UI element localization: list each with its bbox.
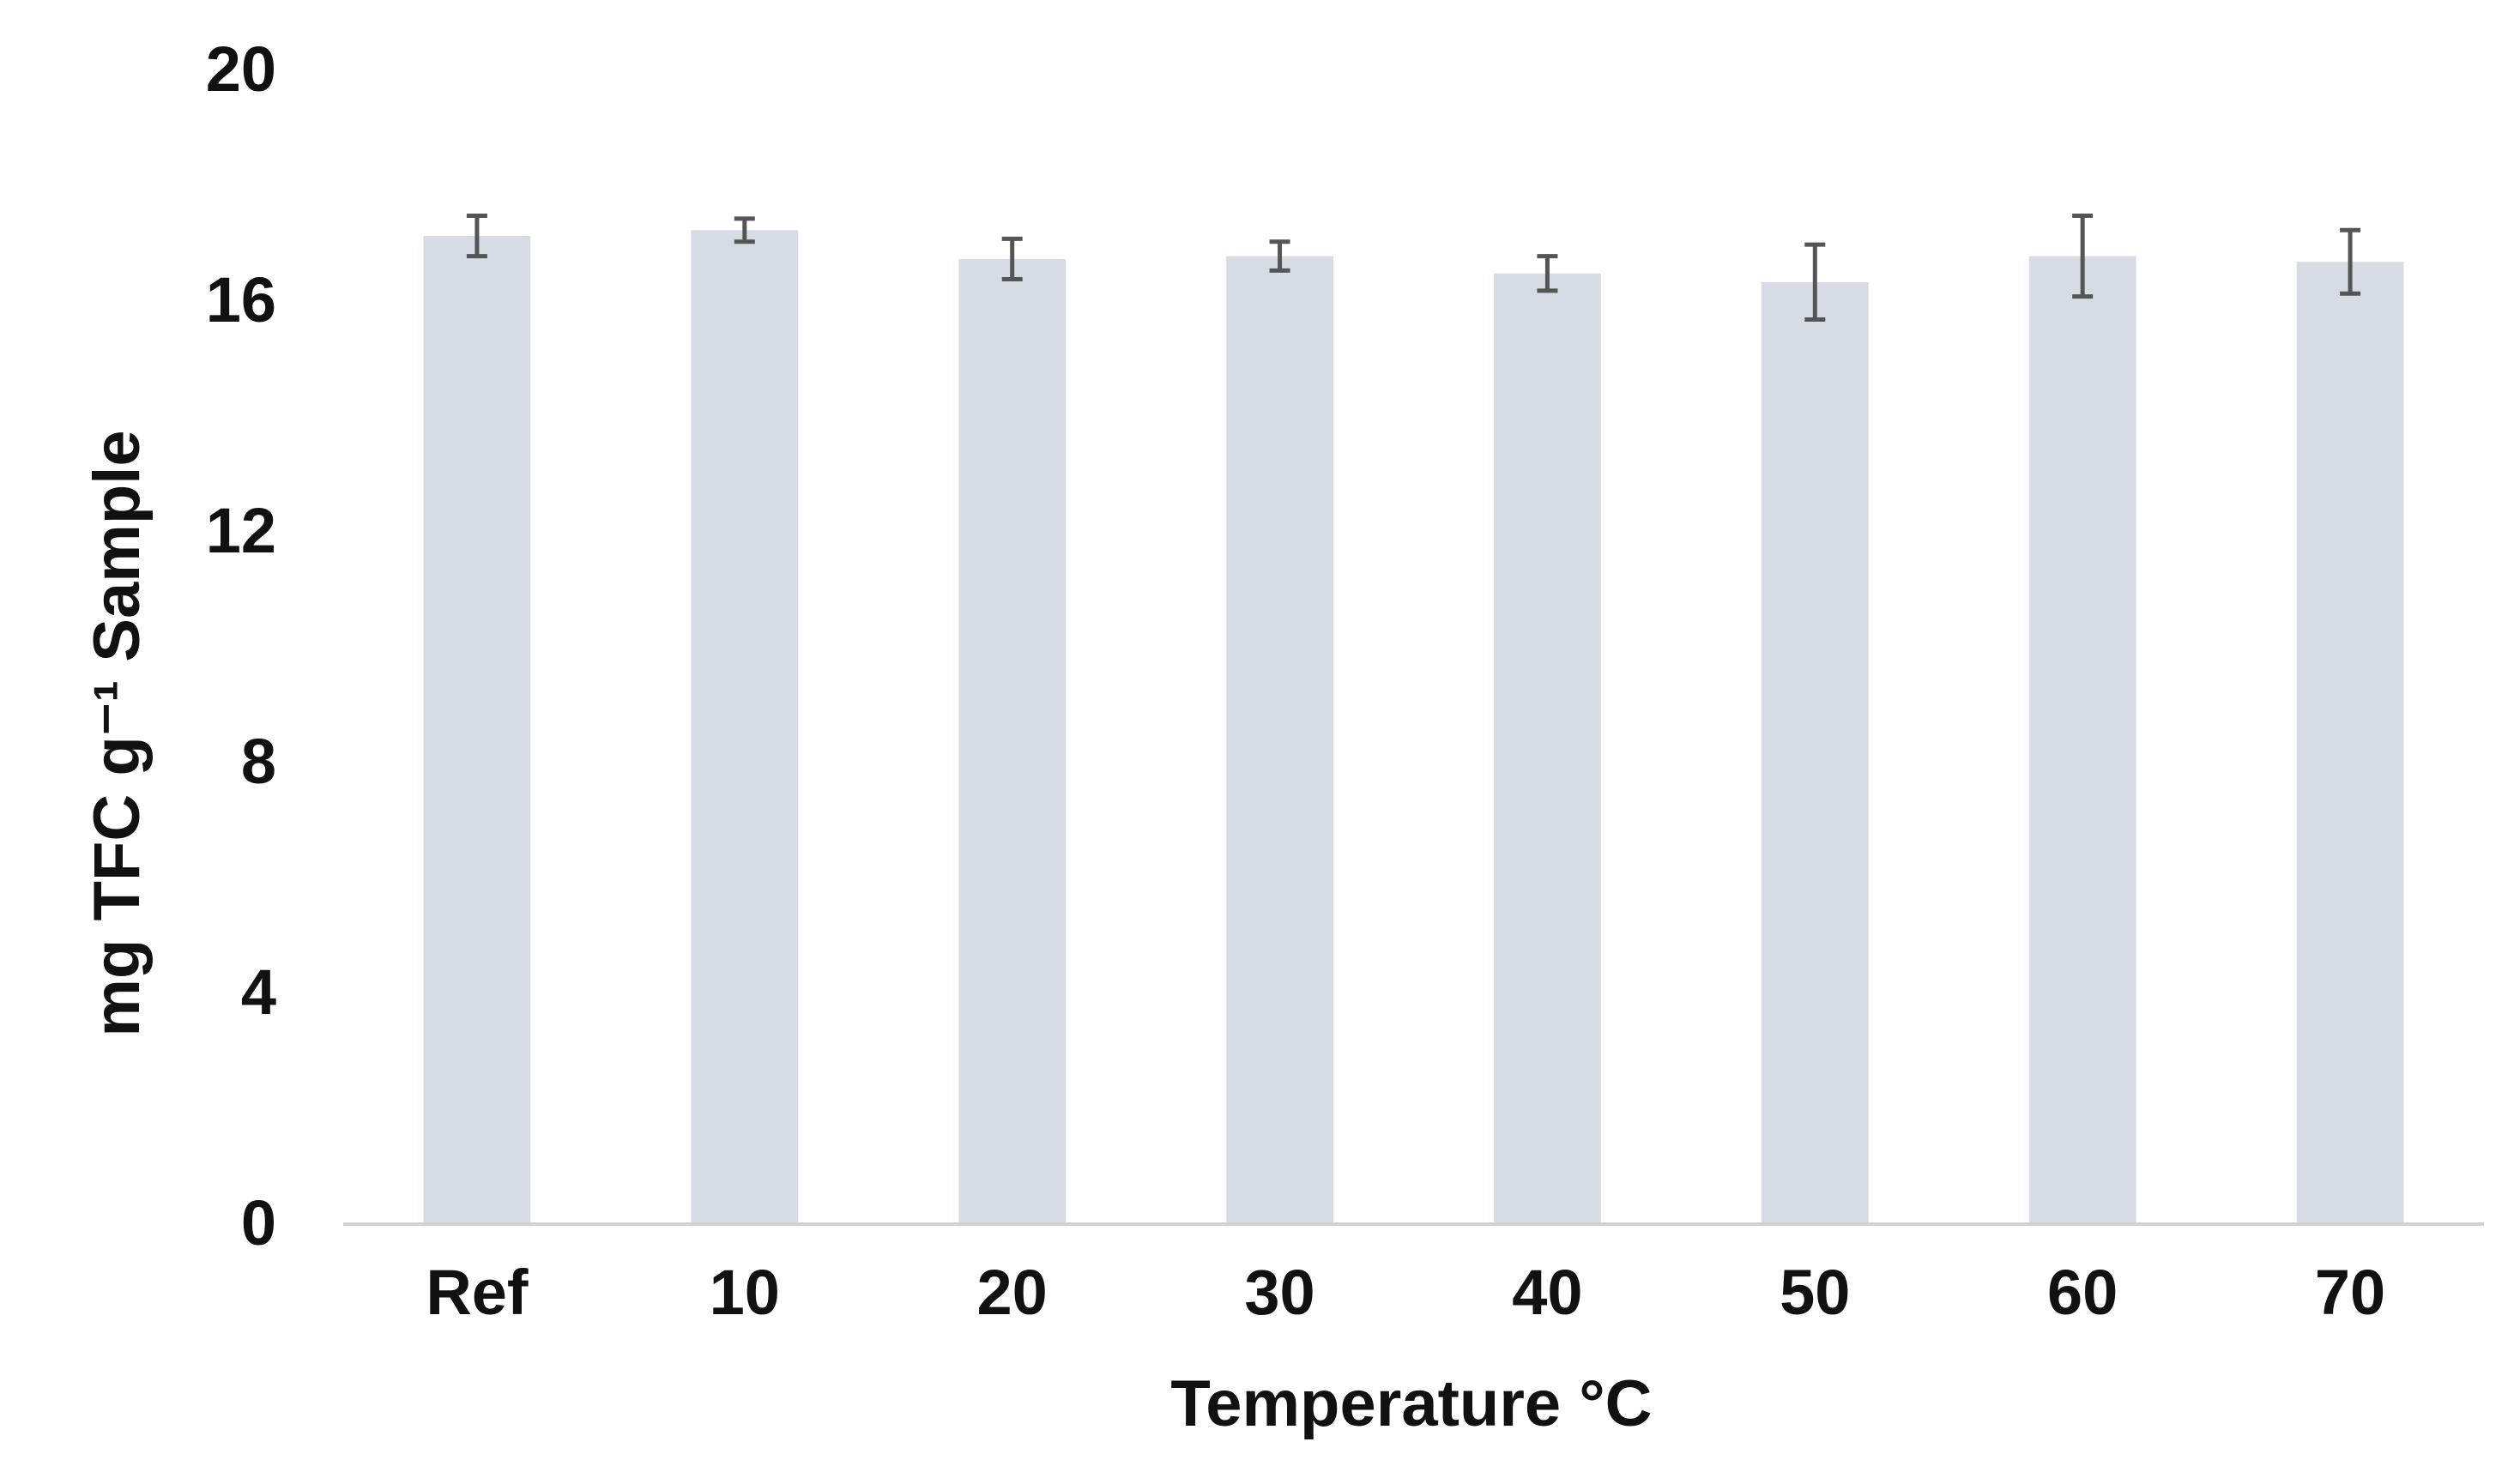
bar-Ref — [423, 236, 531, 1222]
y-tick-label: 20 — [206, 33, 276, 105]
y-axis-title: mg TFC g⁻¹ Sample — [81, 430, 154, 1036]
error-bar-20 — [1001, 236, 1023, 281]
bar-10 — [691, 230, 799, 1222]
x-axis-title: Temperature °C — [1170, 1367, 1652, 1440]
y-tick-label: 4 — [241, 956, 276, 1028]
y-axis-ticks: 0 4 8 12 16 20 — [206, 33, 276, 1258]
y-tick-label: 0 — [241, 1187, 276, 1258]
error-bar-50 — [1804, 242, 1826, 323]
x-tick-label-40: 40 — [1512, 1257, 1582, 1328]
x-tick-label-20: 20 — [977, 1257, 1048, 1328]
y-tick-label: 8 — [241, 726, 276, 797]
x-tick-label-50: 50 — [1780, 1257, 1850, 1328]
bars — [423, 230, 2404, 1223]
x-tick-label-Ref: Ref — [426, 1257, 529, 1328]
error-bar-60 — [2072, 213, 2094, 299]
y-tick-label: 12 — [206, 495, 276, 566]
bar-60 — [2028, 256, 2136, 1222]
error-bar-70 — [2340, 227, 2361, 296]
x-axis-ticks: Ref 10 20 30 40 50 60 70 — [426, 1257, 2385, 1328]
error-bar-40 — [1537, 254, 1558, 293]
bar-40 — [1494, 273, 1601, 1222]
error-bar-10 — [734, 216, 755, 244]
x-tick-label-70: 70 — [2315, 1257, 2385, 1328]
error-bars — [466, 213, 2361, 323]
bar-30 — [1226, 256, 1333, 1222]
x-tick-label-10: 10 — [710, 1257, 780, 1328]
x-tick-label-60: 60 — [2047, 1257, 2118, 1328]
error-bar-Ref — [466, 213, 487, 259]
error-bar-30 — [1269, 239, 1290, 273]
bar-50 — [1761, 281, 1869, 1223]
bar-20 — [958, 258, 1067, 1222]
bar-70 — [2296, 262, 2404, 1223]
x-tick-label-30: 30 — [1244, 1257, 1314, 1328]
y-tick-label: 16 — [206, 264, 276, 335]
